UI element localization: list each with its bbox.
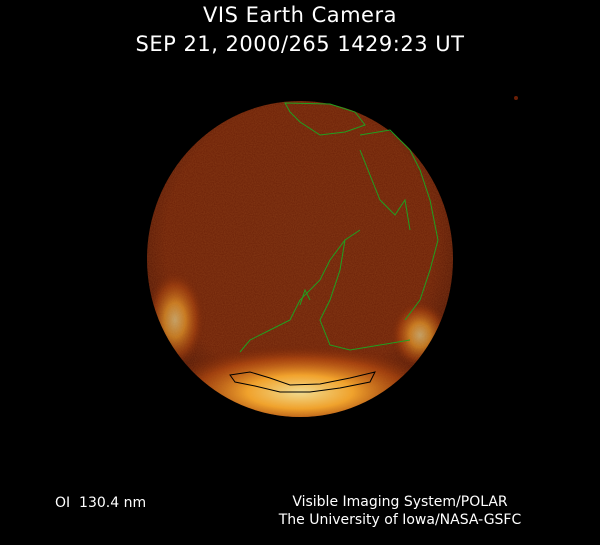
image-timestamp: SEP 21, 2000/265 1429:23 UT <box>135 32 465 56</box>
image-title: VIS Earth Camera <box>203 3 397 27</box>
instrument-credit: Visible Imaging System/POLAR <box>292 494 508 510</box>
coastlines-antarctica <box>229 371 376 393</box>
coastlines-green <box>239 102 439 353</box>
star-dot <box>514 96 518 100</box>
institution-credit: The University of Iowa/NASA-GSFC <box>278 512 522 528</box>
wavelength-label: OI 130.4 nm <box>55 495 147 511</box>
